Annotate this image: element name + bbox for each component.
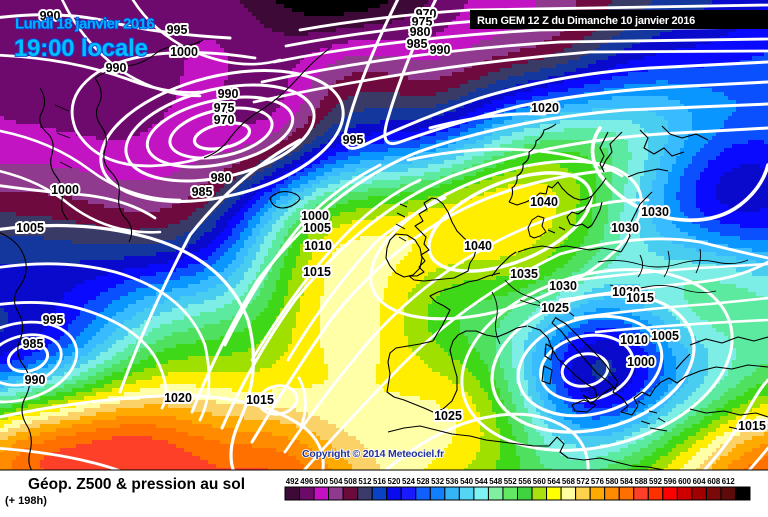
svg-text:1000: 1000: [51, 183, 79, 197]
svg-text:990: 990: [25, 373, 46, 387]
svg-text:540: 540: [460, 477, 474, 486]
svg-text:552: 552: [504, 477, 518, 486]
svg-text:Run GEM 12 Z du Dimanche 10 ja: Run GEM 12 Z du Dimanche 10 janvier 2016: [477, 15, 695, 27]
svg-text:1005: 1005: [16, 221, 44, 235]
svg-text:1015: 1015: [246, 393, 274, 407]
svg-text:(+ 198h): (+ 198h): [5, 495, 47, 507]
svg-text:500: 500: [315, 477, 329, 486]
svg-text:990: 990: [430, 43, 451, 57]
svg-text:985: 985: [407, 37, 428, 51]
svg-text:1010: 1010: [304, 239, 332, 253]
svg-text:985: 985: [192, 185, 213, 199]
svg-text:975: 975: [214, 101, 235, 115]
svg-text:608: 608: [707, 477, 721, 486]
svg-text:556: 556: [518, 477, 532, 486]
svg-text:568: 568: [562, 477, 576, 486]
svg-text:1015: 1015: [303, 265, 331, 279]
svg-text:532: 532: [431, 477, 445, 486]
svg-text:Géop. Z500 & pression au sol: Géop. Z500 & pression au sol: [28, 476, 245, 493]
svg-text:1040: 1040: [530, 195, 558, 209]
svg-text:1030: 1030: [549, 279, 577, 293]
svg-text:1020: 1020: [612, 285, 640, 299]
svg-text:524: 524: [402, 477, 416, 486]
svg-text:980: 980: [211, 171, 232, 185]
svg-text:1010: 1010: [620, 333, 648, 347]
svg-text:1005: 1005: [303, 221, 331, 235]
svg-text:504: 504: [329, 477, 343, 486]
svg-text:1035: 1035: [510, 267, 538, 281]
svg-text:520: 520: [387, 477, 401, 486]
svg-text:580: 580: [605, 477, 619, 486]
svg-text:528: 528: [416, 477, 430, 486]
svg-text:576: 576: [591, 477, 605, 486]
svg-text:990: 990: [40, 9, 61, 23]
svg-text:544: 544: [475, 477, 489, 486]
svg-text:1030: 1030: [611, 221, 639, 235]
svg-text:1015: 1015: [738, 419, 766, 433]
svg-text:572: 572: [576, 477, 590, 486]
svg-text:995: 995: [343, 133, 364, 147]
svg-text:1040: 1040: [464, 239, 492, 253]
svg-text:508: 508: [344, 477, 358, 486]
svg-text:588: 588: [634, 477, 648, 486]
svg-text:492: 492: [286, 477, 300, 486]
svg-text:Lundi 18 janvier 2016: Lundi 18 janvier 2016: [15, 16, 154, 33]
svg-text:1000: 1000: [627, 355, 655, 369]
svg-text:584: 584: [620, 477, 634, 486]
svg-text:564: 564: [547, 477, 561, 486]
svg-text:560: 560: [533, 477, 547, 486]
svg-text:1000: 1000: [170, 45, 198, 59]
svg-text:1015: 1015: [626, 291, 654, 305]
svg-text:995: 995: [43, 313, 64, 327]
svg-text:980: 980: [410, 25, 431, 39]
svg-text:19:00 locale: 19:00 locale: [14, 35, 148, 62]
svg-text:995: 995: [167, 23, 188, 37]
svg-text:990: 990: [218, 87, 239, 101]
svg-text:1020: 1020: [531, 101, 559, 115]
svg-text:Copyright © 2014 Meteociel.fr: Copyright © 2014 Meteociel.fr: [302, 448, 444, 460]
svg-text:600: 600: [678, 477, 692, 486]
svg-text:975: 975: [412, 15, 433, 29]
svg-text:1020: 1020: [164, 391, 192, 405]
svg-text:985: 985: [23, 337, 44, 351]
svg-text:536: 536: [446, 477, 460, 486]
svg-text:516: 516: [373, 477, 387, 486]
svg-text:970: 970: [214, 113, 235, 127]
svg-text:496: 496: [300, 477, 314, 486]
svg-text:592: 592: [649, 477, 663, 486]
svg-text:604: 604: [693, 477, 707, 486]
svg-text:612: 612: [722, 477, 736, 486]
svg-text:970: 970: [416, 7, 437, 21]
svg-text:990: 990: [106, 61, 127, 75]
svg-text:1025: 1025: [541, 301, 569, 315]
svg-text:548: 548: [489, 477, 503, 486]
svg-text:1025: 1025: [434, 409, 462, 423]
svg-text:1000: 1000: [301, 209, 329, 223]
svg-text:1030: 1030: [641, 205, 669, 219]
svg-text:512: 512: [358, 477, 372, 486]
svg-text:596: 596: [664, 477, 678, 486]
svg-text:1005: 1005: [651, 329, 679, 343]
